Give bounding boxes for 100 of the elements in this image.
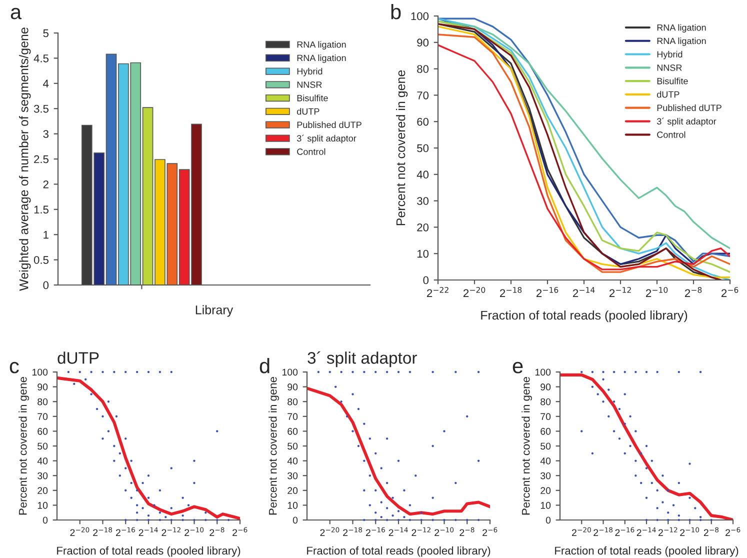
y-tick-label: 1.5	[34, 206, 49, 214]
y-tick-label: 20	[540, 487, 551, 494]
x-tick-label: 2$^{−20}$	[70, 527, 90, 536]
chart-title: 3´ split adaptor	[308, 351, 417, 368]
legend-label: RNA ligation	[297, 54, 346, 63]
legend-label: Hybrid	[657, 50, 682, 60]
text: d	[260, 358, 270, 374]
y-tick-label: 0	[43, 281, 49, 290]
y-tick-label: 100	[411, 12, 429, 20]
y-tick-label: 0.5	[34, 256, 49, 264]
legend-label: RNA ligation	[657, 24, 706, 33]
legend-label: dUTP	[297, 108, 320, 115]
x-tick-label: 2$^{−14}$	[636, 527, 656, 536]
y-tick-label: 70	[288, 413, 298, 420]
legend-label: RNA ligation	[657, 38, 706, 46]
x-axis-title: Fraction of total reads (pooled library)	[57, 546, 240, 557]
y-tick-label: 50	[417, 144, 429, 152]
y-tick-label: 90	[540, 384, 551, 390]
y-tick-label: 10	[540, 502, 551, 509]
x-tick-label: 2$^{−10}$	[646, 286, 668, 297]
x-tick-label: 2$^{−8}$	[210, 527, 224, 536]
y-tick-label: 40	[37, 458, 48, 464]
y-tick-label: 100	[535, 368, 551, 376]
text: a	[10, 8, 22, 20]
y-tick-label: 0	[423, 276, 429, 284]
y-tick-label: 0	[546, 516, 551, 524]
x-tick-label: 2$^{−20}$	[572, 527, 591, 536]
x-tick-label: 2$^{−18}$	[93, 527, 112, 536]
x-axis-title: Fraction of total reads (pooled library)	[307, 546, 490, 557]
legend-label: Control	[297, 148, 326, 155]
y-tick-label: 100	[282, 368, 298, 376]
y-tick-label: 3	[43, 130, 48, 138]
x-tick-label: 2$^{−10}$	[434, 527, 454, 536]
y-tick-label: 20	[288, 487, 298, 494]
y-tick-label: 50	[38, 442, 48, 450]
y-tick-label: 80	[417, 65, 429, 73]
y-tick-label: 40	[287, 458, 298, 464]
y-tick-label: 50	[540, 442, 551, 450]
x-tick-label: 2$^{−16}$	[536, 286, 558, 297]
y-tick-label: 90	[417, 38, 429, 47]
legend-label: 3´ split adaptor	[656, 118, 716, 126]
y-tick-label: 30	[417, 197, 429, 205]
y-tick-label: 20	[417, 223, 429, 232]
x-tick-label: 2$^{−18}$	[343, 527, 362, 536]
legend-label: dUTP	[657, 91, 680, 98]
y-tick-label: 0	[292, 516, 298, 524]
y-tick-label: 1	[44, 230, 48, 239]
x-axis-title: Fraction of total reads (pooled library)	[481, 310, 688, 322]
text: b	[391, 4, 401, 20]
chart-title: dUTP	[58, 352, 99, 364]
legend-label: RNA ligation	[297, 41, 346, 50]
x-tick-label: 2$^{−14}$	[138, 527, 158, 536]
legend-label: Bisulfite	[657, 78, 688, 84]
x-tick-label: 2$^{−12}$	[162, 527, 180, 536]
y-tick-label: 10	[417, 250, 429, 258]
y-tick-label: 20	[38, 487, 48, 494]
x-tick-label: 2$^{−8}$	[460, 527, 474, 536]
y-tick-label: 5	[43, 29, 49, 38]
legend-label: Bisulfite	[297, 94, 328, 102]
x-tick-label: 2$^{−16}$	[116, 527, 135, 536]
y-tick-label: 30	[38, 472, 48, 480]
x-tick-label: 2$^{−8}$	[704, 527, 719, 536]
y-tick-label: 40	[540, 458, 551, 464]
x-tick-label: 2$^{−6}$	[232, 527, 248, 536]
y-tick-label: 3.5	[34, 104, 49, 113]
x-axis-title: Fraction of total reads (pooled library)	[555, 546, 738, 557]
y-tick-label: 70	[417, 91, 429, 100]
legend-label: Published dUTP	[657, 104, 722, 112]
x-axis-title: Library	[196, 305, 234, 317]
x-tick-label: 2$^{−14}$	[573, 287, 595, 298]
legend-label: Hybrid	[297, 68, 322, 76]
y-tick-label: 60	[288, 428, 298, 435]
x-tick-label: 2$^{−10}$	[184, 527, 204, 536]
y-tick-label: 70	[38, 413, 48, 420]
x-tick-label: 2$^{−18}$	[594, 527, 613, 536]
y-tick-label: 30	[540, 472, 551, 480]
y-tick-label: 10	[288, 502, 298, 509]
y-tick-label: 100	[32, 368, 48, 376]
text: e	[512, 362, 523, 374]
y-axis-title: Percent not covered in gene	[522, 377, 532, 515]
legend-label: Published dUTP	[297, 121, 362, 128]
y-tick-label: 60	[540, 428, 551, 435]
y-tick-label: 90	[38, 384, 48, 390]
y-tick-label: 80	[38, 398, 48, 406]
y-tick-label: 80	[540, 398, 551, 406]
x-tick-label: 2$^{−12}$	[412, 527, 430, 536]
x-tick-label: 2$^{−12}$	[658, 527, 678, 536]
y-tick-label: 2.5	[34, 155, 49, 164]
x-tick-label: 2$^{−18}$	[500, 286, 522, 297]
legend-label: NNSR	[657, 64, 682, 71]
y-tick-label: 10	[38, 502, 48, 509]
y-tick-label: 0	[42, 516, 48, 524]
y-tick-label: 50	[288, 442, 298, 450]
legend-label: NNSR	[297, 82, 322, 88]
x-tick-label: 2$^{−6}$	[482, 527, 498, 536]
y-tick-label: 80	[288, 398, 298, 406]
y-tick-label: 4	[43, 80, 49, 88]
x-tick-label: 2$^{−14}$	[388, 527, 408, 536]
y-tick-label: 90	[288, 384, 298, 390]
x-tick-label: 2$^{−20}$	[320, 527, 340, 536]
